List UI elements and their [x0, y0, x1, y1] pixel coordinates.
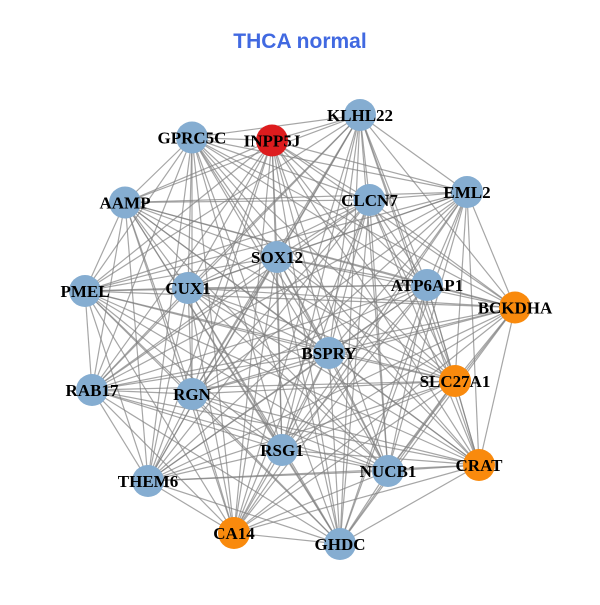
- svg-text:KLHL22: KLHL22: [327, 106, 393, 125]
- svg-text:CUX1: CUX1: [165, 279, 210, 298]
- svg-text:RGN: RGN: [173, 385, 212, 404]
- svg-text:RAB17: RAB17: [66, 381, 119, 400]
- svg-text:BCKDHA: BCKDHA: [478, 299, 553, 318]
- svg-text:AAMP: AAMP: [100, 194, 151, 213]
- svg-text:RSG1: RSG1: [260, 441, 303, 460]
- svg-text:BSPRY: BSPRY: [301, 344, 356, 363]
- svg-text:GPRC5C: GPRC5C: [158, 129, 227, 148]
- svg-text:EML2: EML2: [443, 183, 490, 202]
- svg-text:NUCB1: NUCB1: [360, 462, 417, 481]
- svg-text:SLC27A1: SLC27A1: [420, 372, 491, 391]
- svg-text:CRAT: CRAT: [456, 456, 504, 475]
- svg-text:CA14: CA14: [213, 524, 255, 543]
- svg-text:PMEL: PMEL: [60, 282, 109, 301]
- svg-text:INPP5J: INPP5J: [244, 132, 301, 151]
- svg-text:CLCN7: CLCN7: [341, 191, 398, 210]
- svg-text:SOX12: SOX12: [251, 248, 303, 267]
- svg-text:GHDC: GHDC: [315, 535, 366, 554]
- svg-text:THEM6: THEM6: [118, 472, 178, 491]
- svg-text:THCA normal: THCA normal: [233, 30, 366, 53]
- svg-text:ATP6AP1: ATP6AP1: [391, 276, 463, 295]
